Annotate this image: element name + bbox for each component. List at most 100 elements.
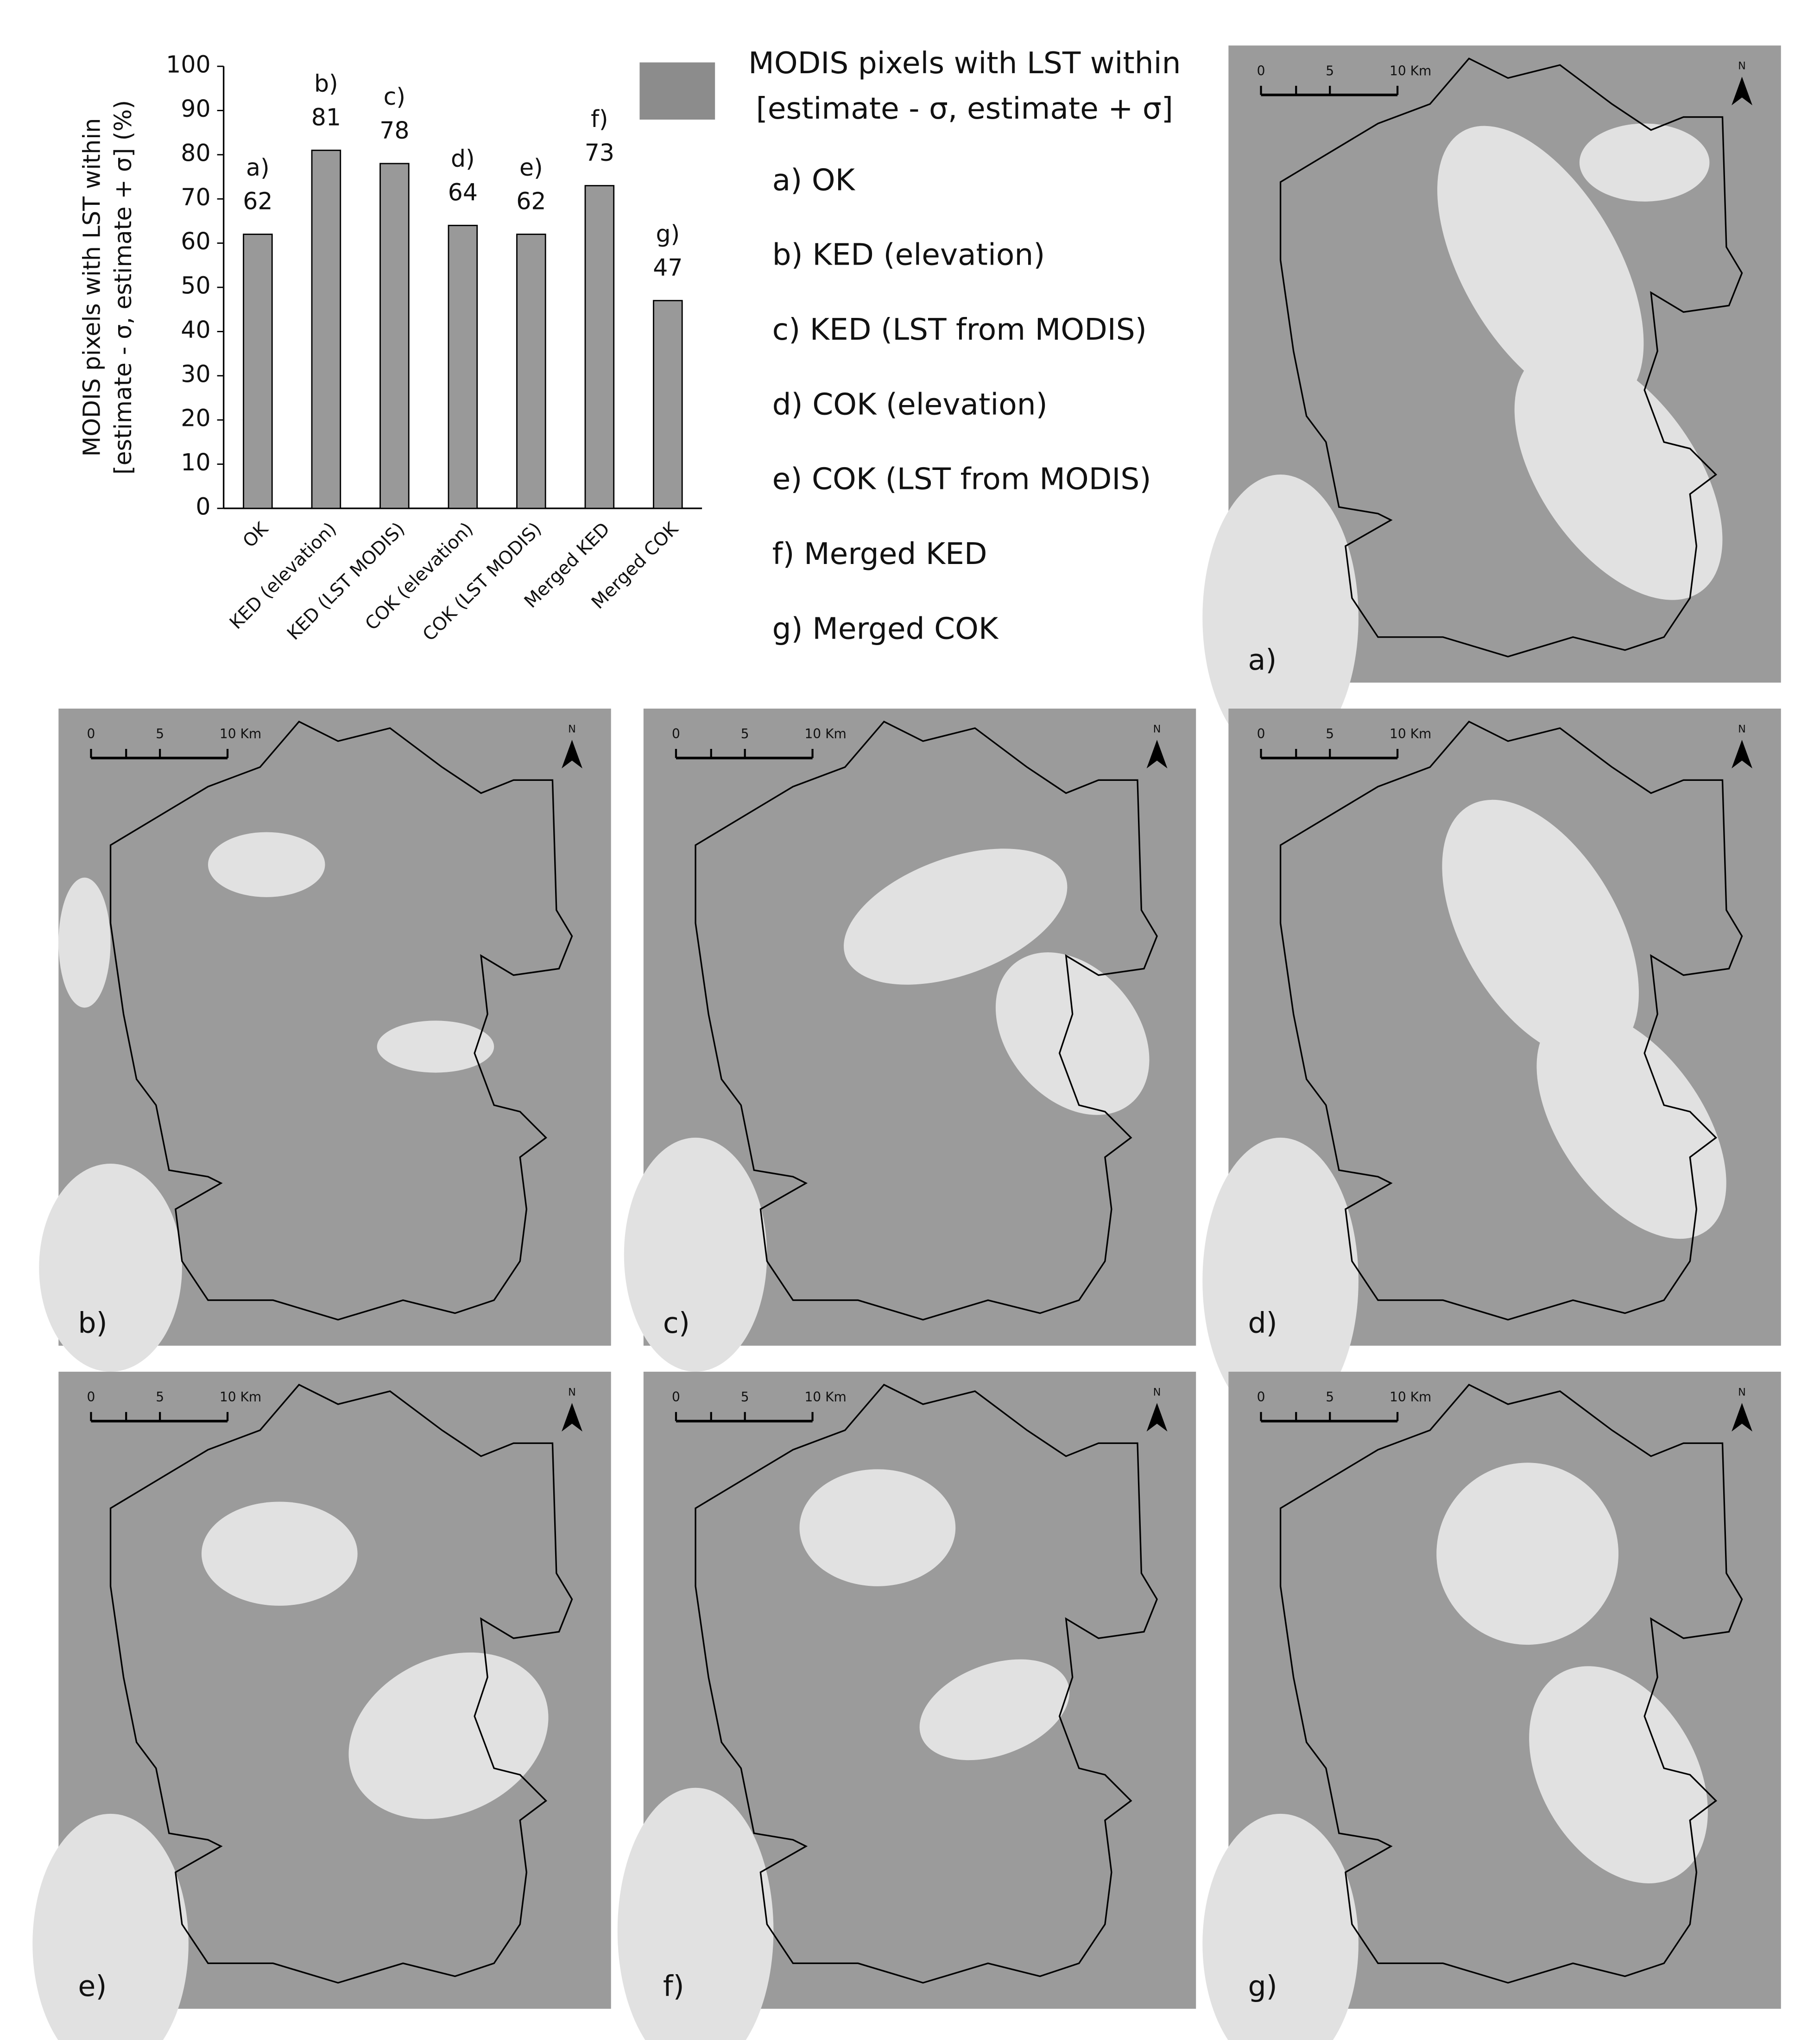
bar-annotation: b) xyxy=(314,70,338,97)
y-tick-label: 70 xyxy=(181,184,210,211)
scale-label: 5 xyxy=(741,726,749,741)
x-tick-label: OK xyxy=(239,518,273,552)
light-area xyxy=(1579,123,1710,202)
y-tick-label: 90 xyxy=(181,95,210,122)
y-tick-label: 20 xyxy=(181,405,210,432)
value-label: 47 xyxy=(653,254,682,281)
light-area xyxy=(1536,1010,1726,1239)
y-tick-label: 100 xyxy=(166,51,210,78)
north-arrow xyxy=(1146,1403,1168,1432)
y-tick-label: 50 xyxy=(181,272,210,299)
boundary xyxy=(695,1383,1158,1984)
value-label: 62 xyxy=(243,188,272,215)
north-arrow xyxy=(1146,740,1168,769)
light-area xyxy=(844,849,1068,985)
scale-label: 0 xyxy=(1257,63,1265,78)
scale-label: 0 xyxy=(672,1389,680,1405)
boundary xyxy=(1279,721,1743,1321)
legend-item: c) KED (LST from MODIS) xyxy=(772,312,1147,347)
map-panel: 0 5 10 Km Na) xyxy=(1202,45,1781,761)
scale-label: 10 Km xyxy=(1390,1389,1431,1405)
x-tick-label: COK (LST MODIS) xyxy=(419,519,546,646)
bar xyxy=(243,234,273,509)
boundary xyxy=(1279,57,1743,658)
light-area xyxy=(1202,1137,1359,1424)
boundary xyxy=(695,721,1158,1321)
north-label: N xyxy=(1738,60,1746,72)
scale-label: 0 xyxy=(1257,726,1265,741)
light-area xyxy=(624,1137,767,1372)
light-area xyxy=(995,952,1150,1115)
y-tick-label: 0 xyxy=(196,493,210,520)
bar xyxy=(516,234,546,509)
scale-label: 10 Km xyxy=(220,1389,261,1405)
panel-label: a) xyxy=(1248,643,1277,677)
light-area xyxy=(201,1501,358,1606)
y-tick-label: 40 xyxy=(181,316,210,343)
bar xyxy=(653,300,683,509)
y-tick-label: 60 xyxy=(181,228,210,255)
bar-annotation: c) xyxy=(384,83,405,110)
legend-item: a) OK xyxy=(772,163,856,197)
x-tick-label: KED (LST MODIS) xyxy=(283,519,409,644)
y-axis-label: MODIS pixels with LST within xyxy=(78,118,106,457)
map-panel: 0 5 10 Km Ne) xyxy=(32,1371,611,2040)
value-label: 62 xyxy=(516,188,546,215)
map-panel: 0 5 10 Km Nc) xyxy=(624,709,1196,1372)
north-arrow xyxy=(562,1403,582,1432)
north-arrow xyxy=(562,740,582,769)
bar-annotation: d) xyxy=(451,145,475,172)
panel-label: g) xyxy=(1248,1970,1277,2003)
value-label: 78 xyxy=(379,117,409,144)
north-arrow xyxy=(1732,740,1753,769)
scale-label: 5 xyxy=(741,1389,749,1405)
legend-item: f) Merged KED xyxy=(772,537,987,571)
light-area xyxy=(58,877,111,1008)
panel-label: b) xyxy=(78,1306,107,1340)
map-panel: 0 5 10 Km Nd) xyxy=(1202,709,1781,1424)
light-area xyxy=(1202,475,1359,761)
north-label: N xyxy=(1153,1386,1161,1398)
scale-label: 0 xyxy=(672,726,680,741)
legend-item: d) COK (elevation) xyxy=(772,387,1048,422)
panel-label: f) xyxy=(663,1970,684,2003)
scale-label: 10 Km xyxy=(220,726,261,741)
light-area xyxy=(1437,126,1644,407)
bar xyxy=(448,225,478,509)
scale-label: 10 Km xyxy=(804,1389,846,1405)
boundary xyxy=(1279,1383,1743,1984)
panel-label: d) xyxy=(1248,1306,1277,1340)
bar xyxy=(584,185,615,509)
bar xyxy=(379,163,410,509)
bar-annotation: g) xyxy=(656,220,680,247)
north-label: N xyxy=(568,723,576,735)
north-label: N xyxy=(568,1386,576,1398)
north-arrow xyxy=(1732,76,1753,106)
light-area xyxy=(919,1659,1070,1761)
light-area xyxy=(377,1020,494,1073)
scale-label: 0 xyxy=(1257,1389,1265,1405)
north-label: N xyxy=(1738,1386,1746,1398)
boundary xyxy=(109,1383,573,1984)
panel-label: c) xyxy=(663,1306,690,1340)
boundary xyxy=(109,721,573,1321)
map-panel: 0 5 10 Km Nb) xyxy=(39,709,611,1372)
scale-label: 10 Km xyxy=(804,726,846,741)
legend-item: g) Merged COK xyxy=(772,611,999,646)
scale-label: 5 xyxy=(156,1389,164,1405)
light-area xyxy=(208,832,325,897)
scale-label: 0 xyxy=(87,1389,95,1405)
scale-label: 5 xyxy=(1326,1389,1334,1405)
light-area xyxy=(799,1469,956,1586)
scale-label: 0 xyxy=(87,726,95,741)
light-area xyxy=(1442,799,1639,1060)
y-tick-label: 10 xyxy=(181,449,210,476)
light-area xyxy=(617,1787,774,2040)
legend-title: MODIS pixels with LST within xyxy=(748,46,1181,81)
panel-label: e) xyxy=(78,1970,107,2003)
value-label: 73 xyxy=(585,139,614,166)
north-arrow xyxy=(1732,1403,1753,1432)
bar xyxy=(311,149,341,509)
